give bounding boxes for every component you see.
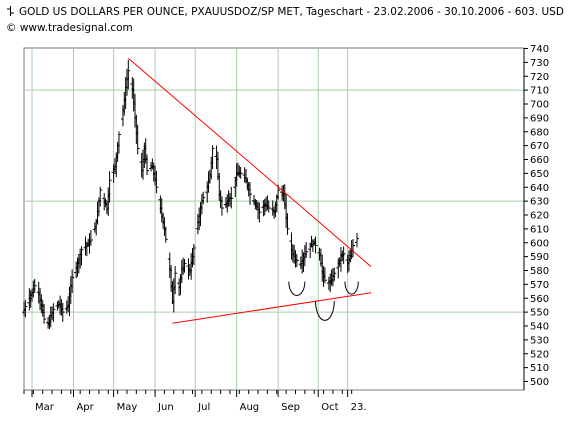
chart-title-row: GOLD US DOLLARS PER OUNCE, PXAUUSDOZ/SP … [6,6,564,19]
chart-credit: © www.tradesignal.com [6,22,133,34]
y-tick-label: 660 [530,155,549,166]
rounding-bottom-arc [288,281,306,296]
rounding-bottom-arc [344,281,359,295]
x-tick-label: Aug [240,402,260,413]
ohlc-bar-icon [6,6,15,19]
y-tick-label: 530 [530,335,549,346]
x-tick-label: 23. [351,402,367,413]
y-tick-label: 550 [530,308,549,319]
x-tick-label: Oct [321,402,338,413]
y-axis: 740 730 720 710 700 690 680 670 660 650 640 630 620 6… [523,44,549,390]
plot-frame [23,47,525,391]
y-tick-label: 710 [530,86,549,97]
y-tick-label: 620 [530,211,549,222]
y-tick-label: 690 [530,113,549,124]
y-tick-label: 640 [530,183,549,194]
x-tick-label: May [117,402,138,413]
chart-grid [23,47,525,391]
x-axis: Mar Apr May Jun Jul Aug Sep Oct 23. [23,390,367,413]
y-tick-label: 500 [530,377,549,388]
y-tick-label: 510 [530,363,549,374]
y-tick-label: 740 [530,44,549,55]
y-tick-label: 680 [530,127,549,138]
y-tick-label: 540 [530,322,549,333]
y-tick-label: 730 [530,58,549,69]
x-tick-label: Jul [197,402,210,413]
trendline-support [172,292,372,324]
trendline-resistance [127,57,372,268]
y-tick-label: 560 [530,294,549,305]
y-tick-label: 590 [530,252,549,263]
x-tick-label: Jun [157,402,174,413]
y-tick-label: 670 [530,141,549,152]
rounding-bottom-arc [315,301,335,321]
chart-title: GOLD US DOLLARS PER OUNCE, PXAUUSDOZ/SP … [19,6,564,18]
x-tick-label: Mar [35,402,55,413]
y-tick-label: 720 [530,72,549,83]
y-tick-label: 580 [530,266,549,277]
price-bars [22,59,359,330]
x-tick-label: Sep [281,402,300,413]
x-tick-label: Apr [76,402,94,413]
y-tick-label: 650 [530,169,549,180]
y-tick-label: 610 [530,224,549,235]
y-tick-label: 700 [530,100,549,111]
y-tick-label: 630 [530,197,549,208]
y-tick-label: 570 [530,280,549,291]
trend-annotations [127,57,372,324]
y-tick-label: 520 [530,349,549,360]
y-tick-label: 600 [530,238,549,249]
